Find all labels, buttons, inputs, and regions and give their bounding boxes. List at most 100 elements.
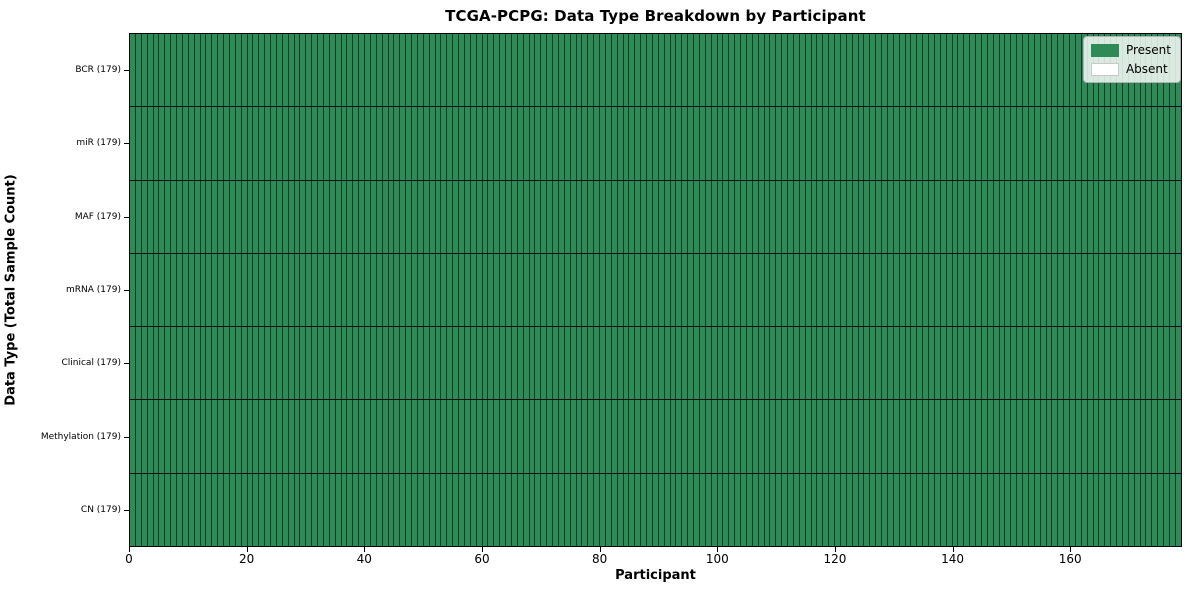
- heatmap-cell: [945, 34, 952, 107]
- heatmap-cell: [246, 253, 253, 327]
- heatmap-cell: [270, 473, 276, 546]
- heatmap-cell: [1004, 180, 1011, 253]
- heatmap-cell: [375, 327, 382, 400]
- heatmap-cell: [293, 180, 300, 253]
- heatmap-cell: [176, 473, 182, 546]
- heatmap-cell: [757, 473, 764, 546]
- heatmap-cell: [1086, 327, 1093, 400]
- heatmap-cell: [1121, 327, 1128, 400]
- heatmap-cell: [1016, 473, 1022, 546]
- heatmap-cell: [1080, 473, 1087, 546]
- heatmap-cell: [933, 473, 940, 546]
- heatmap-cell: [681, 473, 688, 546]
- heatmap-cell: [352, 253, 359, 327]
- y-tick-label: BCR (179): [75, 64, 121, 75]
- heatmap-cell: [998, 253, 1005, 327]
- x-tick-mark: [1070, 547, 1072, 552]
- heatmap-cell: [875, 180, 881, 253]
- heatmap-cell: [939, 107, 946, 180]
- x-tick-mark: [599, 547, 601, 552]
- heatmap-cell: [240, 473, 247, 546]
- heatmap-cell: [387, 34, 394, 107]
- plot-area: [129, 33, 1182, 547]
- heatmap-cell: [769, 473, 776, 546]
- heatmap-cell: [657, 253, 664, 327]
- heatmap-cell: [305, 34, 312, 107]
- heatmap-cell: [869, 107, 876, 180]
- heatmap-cell: [240, 107, 247, 180]
- heatmap-cell: [487, 473, 494, 546]
- heatmap-cell: [757, 180, 764, 253]
- heatmap-cell: [751, 253, 758, 327]
- heatmap-cell: [146, 473, 153, 546]
- heatmap-cell: [299, 400, 306, 473]
- heatmap-cell: [693, 327, 699, 400]
- heatmap-cell: [845, 253, 852, 327]
- heatmap-cell: [693, 107, 699, 180]
- heatmap-cell: [352, 327, 359, 400]
- heatmap-cell: [434, 107, 441, 180]
- heatmap-cell: [130, 253, 135, 327]
- heatmap-cell: [792, 180, 799, 253]
- heatmap-cell: [328, 253, 335, 327]
- heatmap-cell: [552, 34, 558, 107]
- heatmap-cell: [710, 473, 717, 546]
- heatmap-cell: [904, 180, 911, 253]
- heatmap-cell: [986, 34, 993, 107]
- heatmap-cell: [1045, 473, 1052, 546]
- heatmap-cell: [322, 107, 329, 180]
- x-tick-label: 120: [823, 552, 847, 566]
- heatmap-cell: [875, 400, 881, 473]
- heatmap-cell: [475, 34, 482, 107]
- heatmap-cell: [130, 180, 135, 253]
- heatmap-cell: [587, 400, 594, 473]
- heatmap-cell: [634, 327, 641, 400]
- heatmap-cell: [634, 253, 641, 327]
- heatmap-cell: [969, 400, 975, 473]
- heatmap-cell: [393, 400, 400, 473]
- heatmap-cell: [152, 253, 159, 327]
- heatmap-cell: [193, 34, 200, 107]
- heatmap-cell: [863, 107, 870, 180]
- heatmap-cell: [228, 253, 235, 327]
- heatmap-cell: [698, 107, 705, 180]
- heatmap-cell: [311, 34, 317, 107]
- heatmap-cell: [816, 253, 823, 327]
- heatmap-cell: [822, 180, 829, 253]
- heatmap-cell: [252, 327, 259, 400]
- y-tick-label: miR (179): [76, 138, 121, 149]
- heatmap-cell: [481, 253, 488, 327]
- heatmap-cell: [422, 180, 429, 253]
- heatmap-cell: [352, 180, 359, 253]
- heatmap-cell: [816, 327, 823, 400]
- heatmap-cell: [816, 473, 823, 546]
- heatmap-cell: [381, 473, 388, 546]
- heatmap-cell: [734, 180, 740, 253]
- heatmap-cell: [1174, 327, 1181, 400]
- heatmap-cell: [305, 327, 312, 400]
- heatmap-cell: [804, 107, 811, 180]
- heatmap-cell: [557, 473, 564, 546]
- heatmap-cell: [264, 400, 270, 473]
- heatmap-cell: [252, 473, 259, 546]
- heatmap-cell: [922, 180, 928, 253]
- heatmap-cell: [951, 253, 958, 327]
- heatmap-cell: [610, 400, 617, 473]
- heatmap-cell: [217, 327, 223, 400]
- heatmap-cell: [381, 34, 388, 107]
- heatmap-cell: [217, 253, 223, 327]
- heatmap-cell: [646, 34, 652, 107]
- heatmap-cell: [693, 180, 699, 253]
- heatmap-cell: [928, 107, 934, 180]
- heatmap-cell: [240, 180, 247, 253]
- heatmap-cell: [763, 253, 770, 327]
- heatmap-cell: [287, 253, 294, 327]
- heatmap-cell: [575, 327, 582, 400]
- heatmap-cell: [563, 107, 570, 180]
- heatmap-cell: [581, 473, 588, 546]
- heatmap-cell: [775, 473, 782, 546]
- heatmap-cell: [787, 473, 793, 546]
- heatmap-cell: [287, 180, 294, 253]
- heatmap-cell: [781, 107, 787, 180]
